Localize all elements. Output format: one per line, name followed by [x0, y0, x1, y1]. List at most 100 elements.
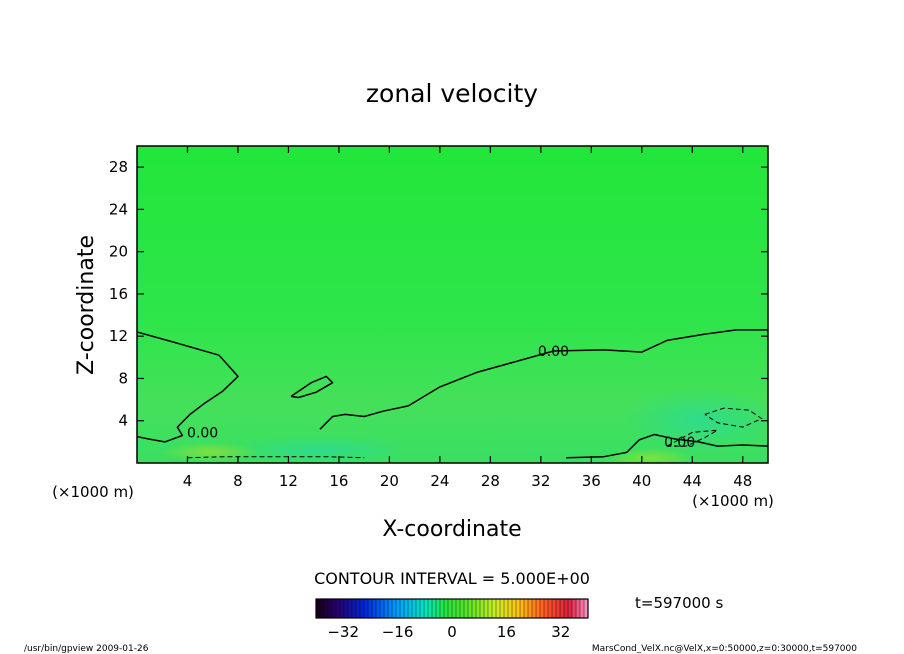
colorbar-tick-label-2: 0 — [447, 623, 457, 641]
colorbar-cell-13 — [368, 599, 373, 618]
colorbar-cell-14 — [372, 599, 377, 618]
colorbar-tick-label-3: 16 — [497, 623, 516, 641]
contour-label-2: 0.00 — [187, 425, 218, 441]
colorbar-cell-58 — [548, 599, 553, 618]
plot-frame — [136, 145, 769, 464]
colorbar-cell-41 — [480, 599, 485, 618]
colorbar-cell-10 — [356, 599, 361, 618]
y-tick-label-0: 4 — [118, 412, 128, 430]
contour-lines — [137, 329, 768, 459]
contour-zero-surface — [566, 433, 768, 459]
colorbar-tick-label-0: −32 — [327, 623, 359, 641]
colorbar-cell-6 — [340, 599, 345, 618]
y-tick-label-6: 28 — [109, 158, 128, 176]
contour-negative-1 — [666, 429, 718, 447]
x-tick-label-9: 40 — [632, 472, 651, 490]
colorbar-cell-40 — [476, 599, 481, 618]
colorbar-cell-16 — [380, 599, 385, 618]
colorbar-cell-7 — [344, 599, 349, 618]
y-tick-label-5: 24 — [109, 200, 128, 218]
colorbar-cell-29 — [432, 599, 437, 618]
colorbar-cell-22 — [404, 599, 409, 618]
colorbar-cell-8 — [348, 599, 353, 618]
footer-left: /usr/bin/gpview 2009-01-26 — [24, 644, 149, 654]
colorbar-cell-37 — [464, 599, 469, 618]
colorbar-cell-32 — [444, 599, 449, 618]
colorbar-cell-38 — [468, 599, 473, 618]
colorbar-tick-label-4: 32 — [551, 623, 570, 641]
colorbar-cell-23 — [408, 599, 413, 618]
colorbar-cell-30 — [436, 599, 441, 618]
colorbar-cell-31 — [440, 599, 445, 618]
colorbar-cell-0 — [316, 599, 321, 618]
colorbar-cell-63 — [568, 599, 573, 618]
footer-right: MarsCond_VelX.nc@VelX,x=0:50000,z=0:3000… — [592, 644, 857, 654]
colorbar-cell-59 — [552, 599, 557, 618]
colorbar-cell-48 — [508, 599, 513, 618]
x-tick-label-4: 20 — [380, 472, 399, 490]
y-axis-title: Z-coordinate — [74, 235, 99, 375]
time-label: t=597000 s — [635, 594, 723, 612]
y-tick-label-2: 12 — [109, 327, 128, 345]
colorbar-cell-56 — [540, 599, 545, 618]
colorbar-cell-15 — [376, 599, 381, 618]
colorbar-cell-53 — [528, 599, 533, 618]
colorbar-cell-2 — [324, 599, 329, 618]
y-tick-label-1: 8 — [118, 369, 128, 387]
contour-interval: CONTOUR INTERVAL = 5.000E+00 — [314, 569, 590, 588]
colorbar-cell-9 — [352, 599, 357, 618]
colorbar-cell-55 — [536, 599, 541, 618]
colorbar-cell-33 — [448, 599, 453, 618]
field-spot-yellow — [605, 448, 695, 463]
colorbar-cell-25 — [416, 599, 421, 618]
colorbar-cell-67 — [584, 599, 589, 618]
field-spot-blue — [620, 388, 768, 452]
y-axis-unit: (×1000 m) — [52, 483, 134, 501]
contour-negative-2 — [187, 456, 365, 459]
y-axis: 4 8 12 16 20 24 28 — [109, 158, 768, 430]
colorbar-cell-46 — [500, 599, 505, 618]
x-axis: 4 8 12 16 20 24 28 32 36 40 44 48 — [183, 146, 752, 490]
colorbar-cell-52 — [524, 599, 529, 618]
colorbar-ticks: −32 −16 0 16 32 — [327, 623, 570, 641]
colorbar-cell-36 — [460, 599, 465, 618]
colorbar-cell-44 — [492, 599, 497, 618]
colorbar-frame — [315, 598, 589, 619]
colorbar-cell-18 — [388, 599, 393, 618]
colorbar-cell-21 — [400, 599, 405, 618]
colorbar-cell-60 — [556, 599, 561, 618]
contour-label-0: 0.00 — [538, 344, 569, 360]
colorbar-cell-45 — [496, 599, 501, 618]
colorbar-cell-61 — [560, 599, 565, 618]
x-tick-label-3: 16 — [329, 472, 348, 490]
colorbar-cell-12 — [364, 599, 369, 618]
x-tick-label-8: 36 — [582, 472, 601, 490]
colorbar-cell-24 — [412, 599, 417, 618]
x-tick-label-10: 44 — [683, 472, 702, 490]
x-axis-unit: (×1000 m) — [692, 492, 774, 510]
x-tick-label-5: 24 — [430, 472, 449, 490]
colorbar-cell-49 — [512, 599, 517, 618]
colorbar-cell-19 — [392, 599, 397, 618]
colorbar-cell-1 — [320, 599, 325, 618]
colorbar-cell-64 — [572, 599, 577, 618]
colorbar-cell-5 — [336, 599, 341, 618]
colorbar — [315, 598, 589, 619]
colorbar-cell-42 — [484, 599, 489, 618]
colorbar-cell-27 — [424, 599, 429, 618]
x-tick-label-6: 28 — [481, 472, 500, 490]
contour-label-1: 0.00 — [664, 435, 695, 451]
contour-negative-0 — [704, 407, 763, 428]
x-axis-title: X-coordinate — [382, 517, 521, 542]
contour-zero-closed — [290, 375, 334, 399]
x-tick-label-2: 12 — [279, 472, 298, 490]
x-tick-label-7: 32 — [531, 472, 550, 490]
plot-area — [137, 146, 768, 463]
contour-zero-main — [319, 329, 768, 430]
colorbar-cell-51 — [520, 599, 525, 618]
colorbar-cell-57 — [544, 599, 549, 618]
x-tick-label-11: 48 — [733, 472, 752, 490]
colorbar-tick-label-1: −16 — [382, 623, 414, 641]
colorbar-cell-3 — [328, 599, 333, 618]
colorbar-cell-39 — [472, 599, 477, 618]
